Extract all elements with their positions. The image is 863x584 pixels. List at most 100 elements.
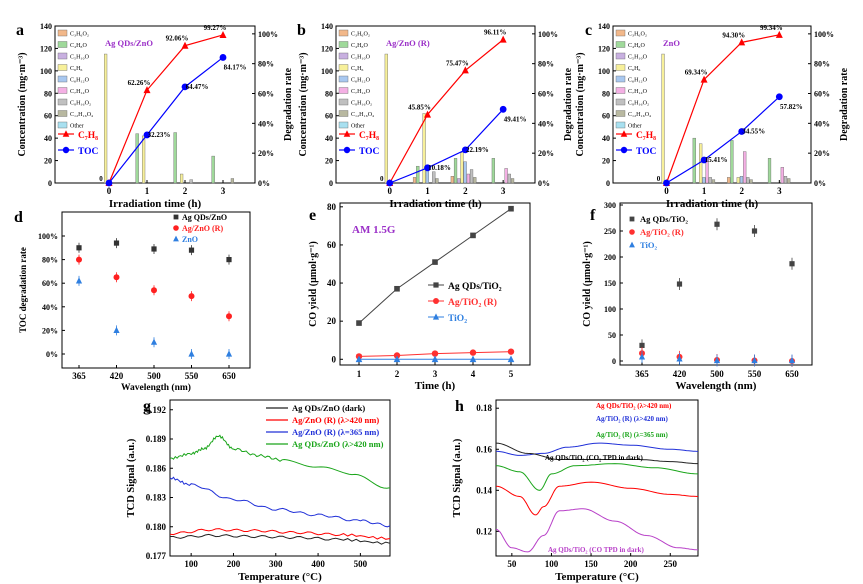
bar	[103, 53, 108, 184]
legend-label: Ag/ZnO (R) (λ=365 nm)	[292, 427, 379, 437]
y-axis-label: CO yield (μmol·g⁻¹)	[308, 241, 319, 327]
y-tick-label: 0	[332, 354, 337, 364]
legend-label: ZnO	[182, 235, 198, 244]
c7h8-point	[424, 110, 432, 118]
legend-label: C₄H₈O	[351, 43, 369, 49]
panel-f: f 0 50 100 150 200 250 300 365 420 500 550 650 Wavele…	[582, 201, 813, 392]
c7h8-point	[775, 30, 783, 38]
series-line	[495, 442, 699, 456]
bar	[743, 151, 747, 184]
x-tick-label: 1	[357, 369, 362, 379]
bar	[473, 177, 477, 184]
bar	[711, 179, 716, 184]
legend-label: C₇H₈	[359, 131, 379, 141]
legend-marker	[629, 216, 635, 222]
panel-letter: g	[143, 398, 151, 415]
data-point	[713, 356, 721, 364]
chart-title: Ag QDs/ZnO	[105, 38, 153, 48]
y-tick-label: 120	[598, 44, 610, 53]
toc-point	[424, 164, 431, 172]
y-tick-label: 120	[40, 44, 52, 53]
data-point	[356, 320, 362, 326]
bar	[491, 158, 495, 184]
bar	[453, 158, 458, 184]
data-point	[113, 326, 120, 333]
toc-point	[105, 179, 113, 187]
x-tick-label: 2	[739, 186, 744, 196]
y-tick-label: 0	[48, 179, 52, 188]
data-point	[469, 349, 477, 356]
bar	[749, 179, 753, 184]
y2-tick-label: 20%	[538, 149, 554, 158]
legend-swatch	[338, 52, 349, 60]
data-point	[113, 274, 120, 281]
data-point	[469, 355, 477, 363]
data-point	[188, 293, 195, 300]
y-tick-label: 100%	[38, 232, 58, 241]
legend-swatch	[57, 75, 68, 83]
toc-point	[181, 83, 189, 91]
bar	[767, 158, 772, 184]
series-line	[495, 508, 699, 553]
legend-label: Ag QDs/ZnO	[182, 213, 227, 222]
legend-label: C₁₂H₁₆O₄	[70, 112, 93, 118]
toc-point	[219, 54, 227, 61]
y-axis-label: TCD Signal (a.u.)	[452, 438, 463, 517]
panel-letter: d	[14, 209, 23, 226]
y-tick-label: 300	[604, 201, 616, 210]
y2-tick-label: 60%	[538, 90, 554, 99]
legend-label: C₇H₁₄O	[351, 89, 371, 95]
y-tick-label: 100	[40, 67, 52, 76]
bar	[746, 177, 750, 184]
series-line	[495, 463, 699, 491]
toc-point	[386, 179, 394, 187]
panel-letter: h	[455, 398, 464, 415]
legend-marker	[433, 298, 439, 304]
legend-marker	[432, 313, 440, 320]
bar	[692, 137, 696, 184]
data-point	[507, 348, 515, 355]
y-tick-label: 40	[327, 278, 337, 288]
c7h8-value-label: 99.34%	[760, 24, 783, 32]
y-tick-label: 0%	[46, 350, 58, 359]
y2-tick-label: 80%	[538, 60, 554, 69]
legend-label: Other	[70, 124, 84, 130]
y-tick-label: 150	[604, 279, 616, 288]
y-tick-label: 100	[321, 67, 333, 76]
x-tick-label: 3	[221, 186, 226, 196]
bar	[412, 177, 417, 184]
y-tick-label: 0.189	[146, 434, 167, 444]
bar	[211, 155, 215, 184]
y2-axis-label: Degradation rate	[283, 67, 294, 141]
x-tick-label: 3	[777, 186, 782, 196]
x-tick-label: 0	[664, 186, 669, 196]
y2-axis-label: Degradation rate	[839, 67, 850, 141]
legend-label: C₅H₁₀O	[628, 55, 648, 61]
bar	[727, 177, 731, 184]
data-point	[226, 257, 232, 263]
y2-tick-label: 0%	[258, 179, 270, 188]
legend-label: Ag QDs/TiO₂ (CO₂ TPD in dark)	[545, 454, 644, 462]
series-line	[169, 476, 391, 528]
legend-label: TiO₂	[640, 240, 657, 250]
x-tick-label: 2	[183, 186, 188, 196]
toc-point	[461, 146, 469, 154]
y2-tick-label: 0%	[814, 179, 826, 188]
data-point	[355, 355, 363, 363]
c7h8-value-label: 0	[380, 175, 384, 183]
x-tick-label: 300	[269, 559, 283, 569]
c7h8-value-label: 62.26%	[128, 79, 151, 87]
legend-swatch	[57, 110, 68, 117]
legend-label: Other	[351, 124, 365, 130]
bar	[507, 173, 511, 184]
bar	[435, 178, 439, 184]
y-tick-label: 100	[598, 67, 610, 76]
legend-marker	[343, 146, 351, 154]
y-tick-label: 0	[329, 179, 333, 188]
y-tick-label: 140	[598, 22, 610, 31]
legend-label: C₆H₁₂O	[628, 78, 648, 84]
c7h8-point	[738, 38, 746, 46]
toc-value-label: 64.47%	[186, 83, 209, 91]
